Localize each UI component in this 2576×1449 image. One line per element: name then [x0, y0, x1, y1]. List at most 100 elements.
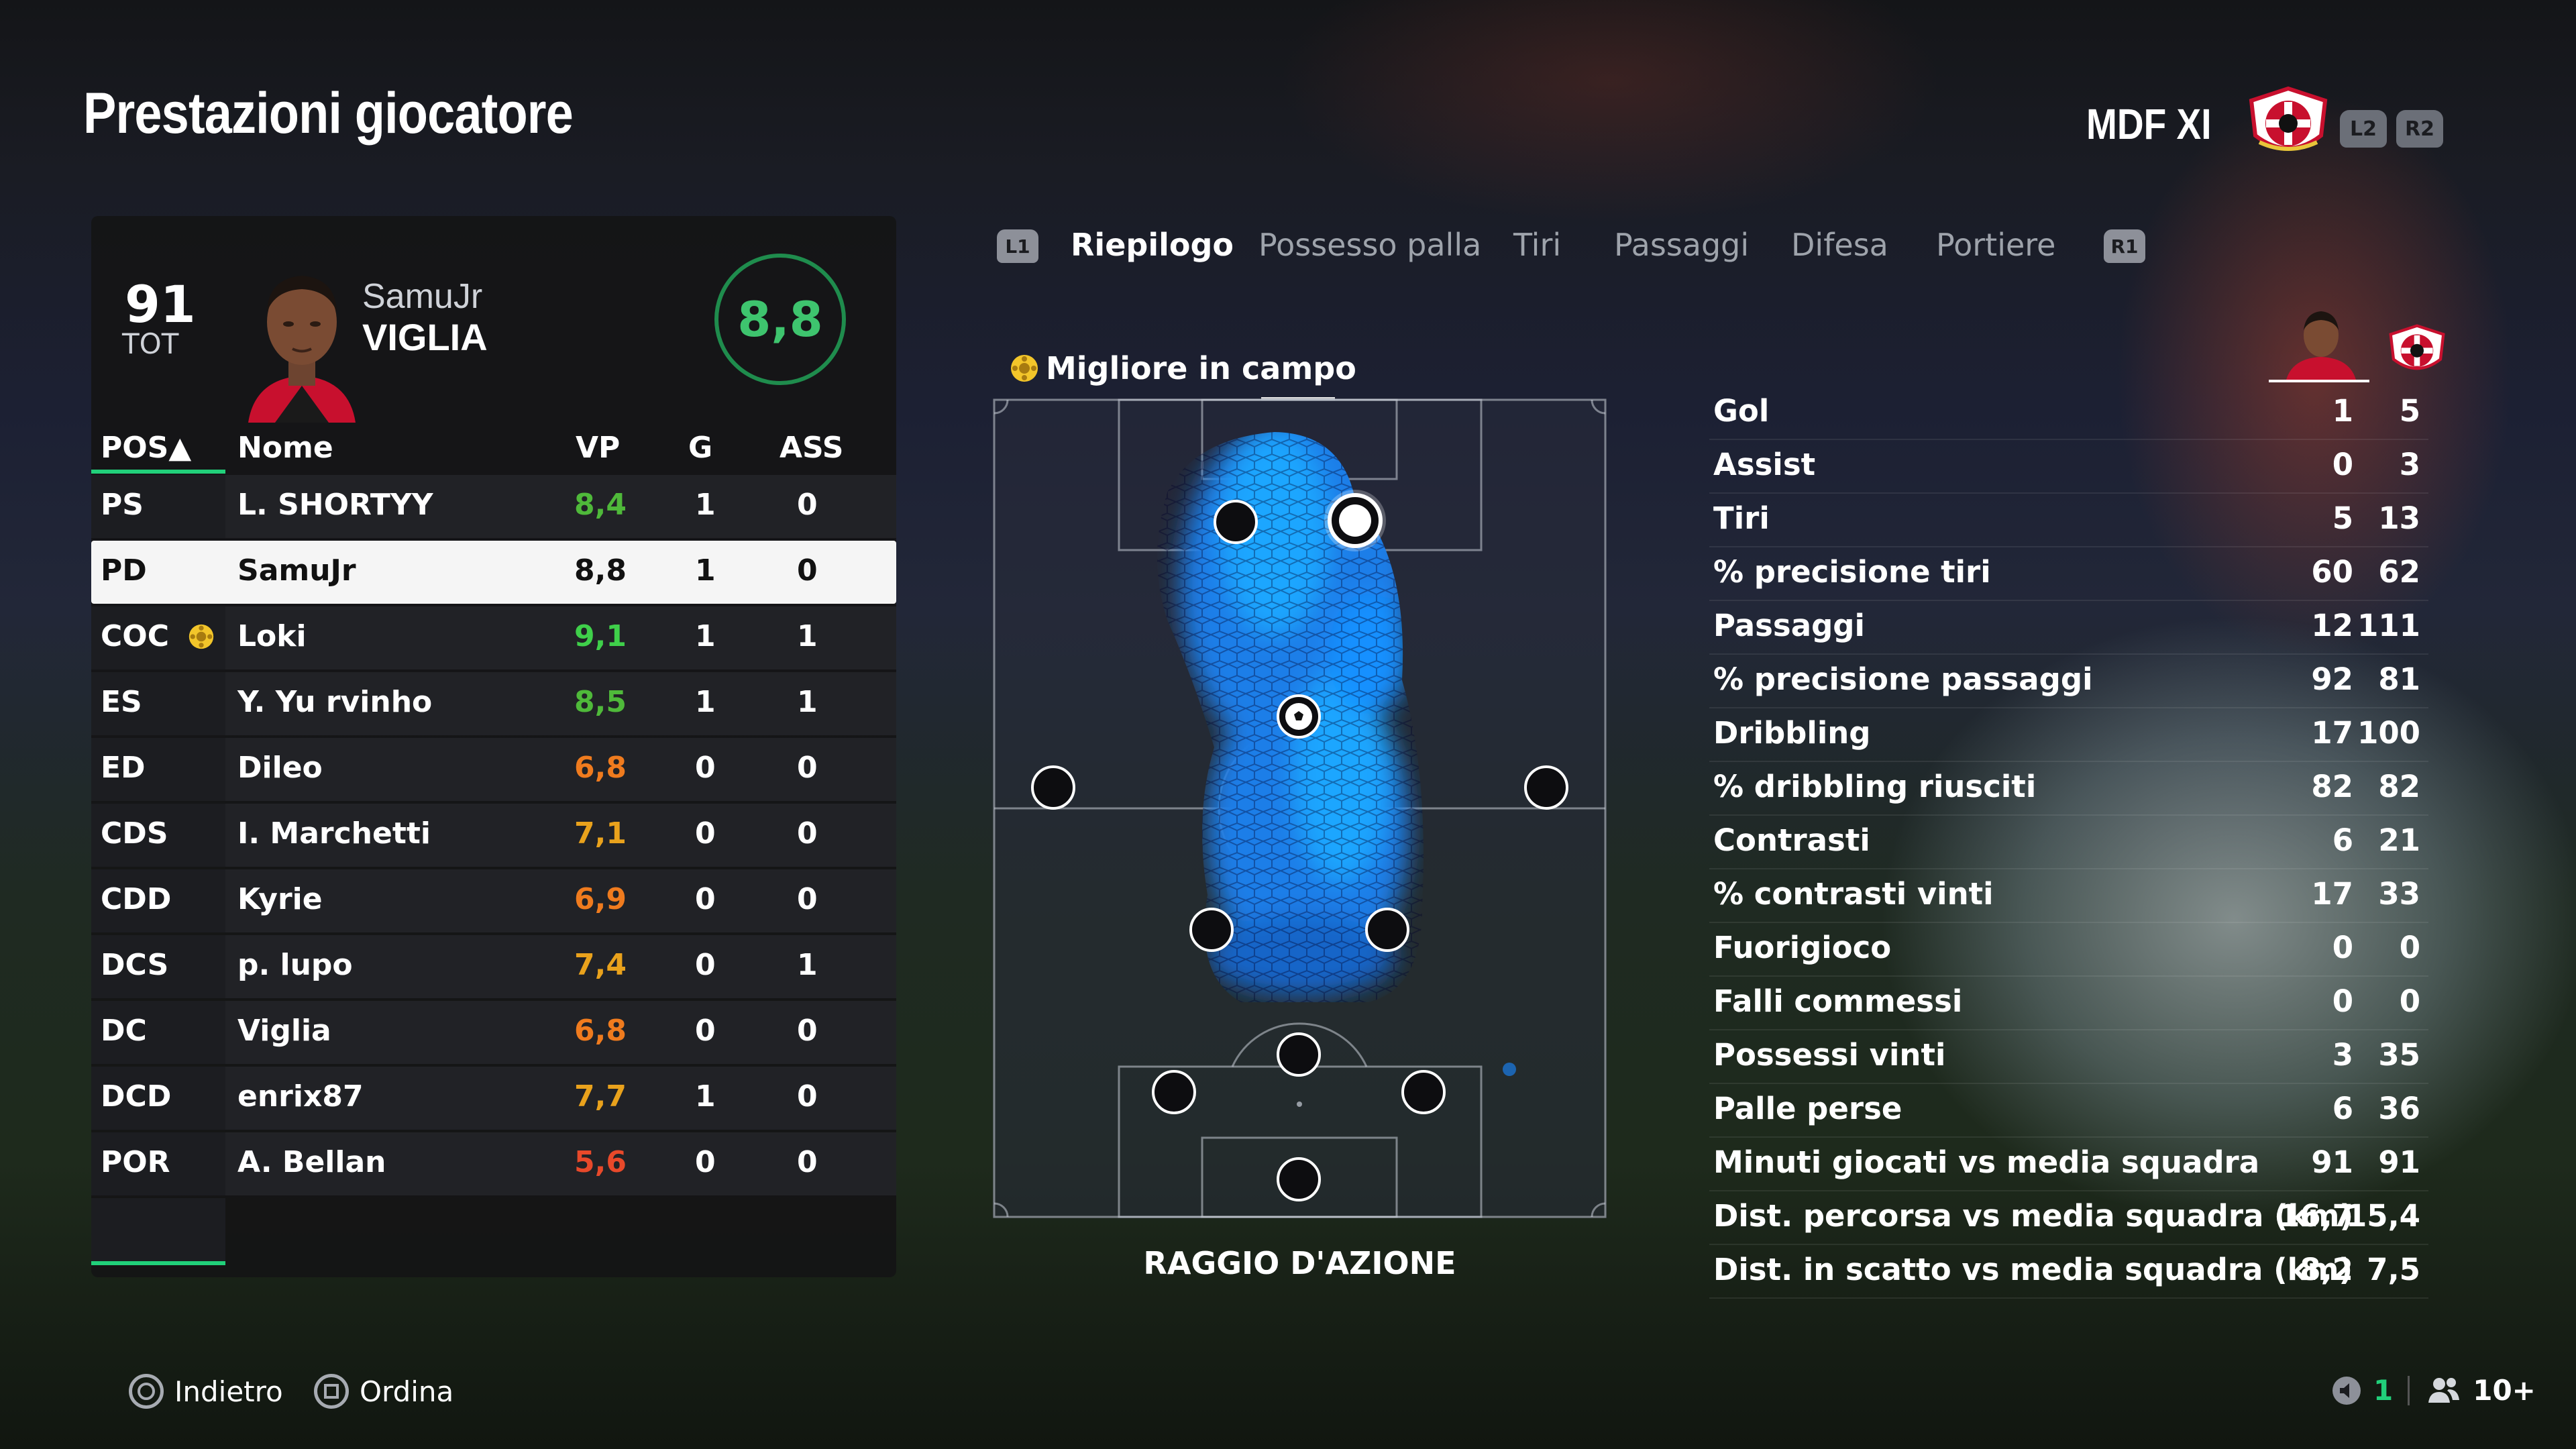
col-vp[interactable]: VP: [576, 431, 621, 465]
r2-button-icon[interactable]: R2: [2396, 110, 2443, 148]
col-pos[interactable]: POS▲: [101, 431, 192, 465]
stat-row: Passaggi 12 111: [1709, 601, 2428, 655]
stat-team-value: 0: [2399, 930, 2420, 965]
tab-possesso-palla[interactable]: Possesso palla: [1258, 227, 1482, 263]
tab-portiere[interactable]: Portiere: [1936, 227, 2056, 263]
tab-tiri[interactable]: Tiri: [1513, 227, 1562, 263]
table-row[interactable]: CDD Kyrie 6,9 0 0: [91, 868, 896, 934]
row-assists: 0: [797, 1145, 818, 1179]
row-pos-bg: [91, 672, 225, 735]
tab-difesa[interactable]: Difesa: [1791, 227, 1888, 263]
marker-cdd: [1365, 908, 1409, 952]
motm-star-icon: [1010, 354, 1039, 383]
stat-player-value: 5: [2332, 500, 2353, 536]
row-bg: [91, 1001, 896, 1064]
l1-button-icon[interactable]: L1: [997, 229, 1038, 263]
empty-row: [91, 1198, 225, 1265]
row-assists: 0: [797, 1079, 818, 1114]
col-ass[interactable]: ASS: [780, 431, 844, 465]
row-name: Kyrie: [237, 882, 323, 916]
bottom-accent: [91, 1261, 225, 1265]
tab-riepilogo[interactable]: Riepilogo: [1071, 227, 1234, 263]
row-pos-bg: [91, 1067, 225, 1130]
stat-team-value: 13: [2378, 500, 2420, 536]
table-row[interactable]: DCD enrix87 7,7 1 0: [91, 1065, 896, 1131]
row-goals: 0: [695, 882, 716, 916]
stat-label: Dist. in scatto vs media squadra (km): [1713, 1252, 2353, 1287]
circle-button-icon: [129, 1374, 164, 1409]
row-goals: 0: [695, 816, 716, 851]
row-pos: CDS: [101, 816, 168, 851]
l2-button-icon[interactable]: L2: [2340, 110, 2387, 148]
stat-player-value: 0: [2332, 983, 2353, 1019]
row-name: Y. Yu rvinho: [237, 685, 433, 719]
players-icon: [2424, 1375, 2462, 1407]
divider: [2408, 1375, 2410, 1405]
row-assists: 0: [797, 882, 818, 916]
row-rating: 7,4: [574, 948, 627, 982]
player-portrait: [235, 252, 369, 423]
table-row[interactable]: PS L. SHORTYY 8,4 1 0: [91, 474, 896, 539]
col-g[interactable]: G: [688, 431, 713, 465]
stat-label: Dribbling: [1713, 715, 1871, 751]
table-row[interactable]: ED Dileo 6,8 0 0: [91, 737, 896, 802]
row-bg: [91, 869, 896, 932]
row-assists: 0: [797, 751, 818, 785]
row-assists: 1: [797, 685, 818, 719]
stat-team-value: 7,5: [2367, 1252, 2420, 1287]
stat-row: % precisione tiri 60 62: [1709, 547, 2428, 601]
row-rating: 6,8: [574, 1014, 627, 1048]
stats-list: Gol 1 5 Assist 0 3 Tiri 5 13% precisione tiri 60 6…: [1709, 386, 2428, 1299]
table-row[interactable]: DC Viglia 6,8 0 0: [91, 1000, 896, 1065]
stat-label: Passaggi: [1713, 608, 1865, 643]
back-action[interactable]: Indietro: [129, 1374, 283, 1409]
stat-row: Fuorigioco 0 0: [1709, 923, 2428, 977]
row-rating: 7,7: [574, 1079, 627, 1114]
table-row[interactable]: POR A. Bellan 5,6 0 0: [91, 1131, 896, 1197]
back-label: Indietro: [174, 1375, 283, 1408]
row-pos-bg: [91, 804, 225, 867]
stat-team-value: 82: [2378, 769, 2420, 804]
table-header: POS▲ Nome VP G ASS: [91, 424, 896, 472]
row-pos: DC: [101, 1014, 147, 1048]
row-goals: 1: [695, 619, 716, 653]
stat-player-value: 0: [2332, 930, 2353, 965]
row-assists: 1: [797, 948, 818, 982]
col-name[interactable]: Nome: [237, 431, 333, 465]
heatmap-pitch: [993, 398, 1607, 1218]
row-pos: DCD: [101, 1079, 172, 1114]
stat-player-value: 1: [2332, 393, 2353, 429]
stat-row: Tiri 5 13: [1709, 494, 2428, 547]
row-pos-bg: [91, 1001, 225, 1064]
row-bg: [91, 1067, 896, 1130]
match-rating-ring: 8,8: [714, 254, 846, 385]
stat-team-value: 81: [2378, 661, 2420, 697]
club-name: MDF XI: [2086, 100, 2212, 148]
row-rating: 7,1: [574, 816, 627, 851]
row-goals: 1: [695, 1079, 716, 1114]
stat-player-value: 8,2: [2300, 1252, 2353, 1287]
stat-player-value: 91: [2311, 1144, 2353, 1180]
table-row[interactable]: PD SamuJr 8,8 1 0: [91, 539, 896, 605]
row-pos: CDD: [101, 882, 172, 916]
stat-row: Minuti giocati vs media squadra 91 91: [1709, 1138, 2428, 1191]
pitch-caption: RAGGIO D'AZIONE: [1143, 1245, 1456, 1281]
row-goals: 1: [695, 553, 716, 588]
tab-passaggi[interactable]: Passaggi: [1614, 227, 1750, 263]
r1-button-icon[interactable]: R1: [2104, 229, 2145, 263]
stat-label: % precisione passaggi: [1713, 661, 2093, 697]
table-row[interactable]: CDS I. Marchetti 7,1 0 0: [91, 802, 896, 868]
table-row[interactable]: DCS p. lupo 7,4 0 1: [91, 934, 896, 1000]
stat-label: Tiri: [1713, 500, 1770, 536]
stat-player-value: 6: [2332, 822, 2353, 858]
table-row[interactable]: COC Loki 9,1 1 1: [91, 605, 896, 671]
player-first-name: SamuJr: [362, 277, 483, 316]
stat-row: Dribbling 17 100: [1709, 708, 2428, 762]
row-name: p. lupo: [237, 948, 353, 982]
table-row[interactable]: ES Y. Yu rvinho 8,5 1 1: [91, 671, 896, 737]
sort-indicator: [91, 470, 225, 474]
row-bg: [91, 1132, 896, 1195]
stat-player-value: 16,7: [2278, 1198, 2353, 1234]
sort-action[interactable]: Ordina: [314, 1374, 453, 1409]
row-pos: ED: [101, 751, 146, 785]
